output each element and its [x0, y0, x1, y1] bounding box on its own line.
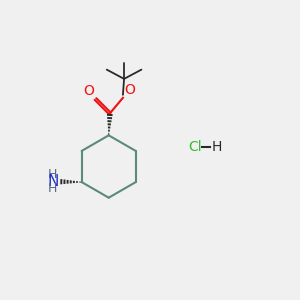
Text: H: H — [48, 182, 58, 195]
Text: H: H — [212, 140, 222, 154]
Text: H: H — [48, 168, 58, 181]
Text: O: O — [83, 84, 94, 98]
Text: Cl: Cl — [188, 140, 202, 154]
Text: N: N — [47, 174, 58, 189]
Text: O: O — [124, 83, 135, 97]
